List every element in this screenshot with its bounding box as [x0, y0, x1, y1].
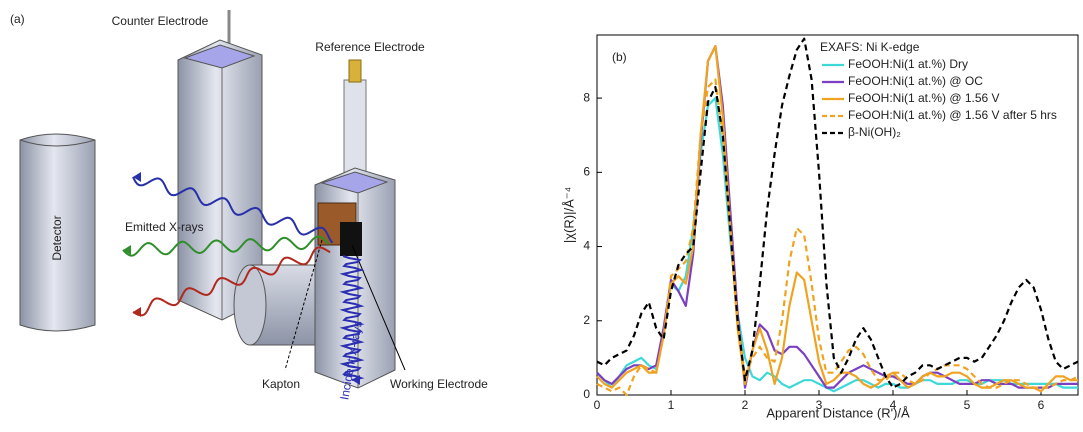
legend-label: FeOOH:Ni(1 at.%) Dry — [848, 57, 968, 71]
series-line — [596, 45, 1078, 393]
x-tick-label: 6 — [1038, 398, 1045, 412]
series-line — [596, 78, 1079, 397]
x-ray-wave — [122, 235, 330, 257]
y-tick-label: 6 — [583, 164, 590, 178]
panel-label: (a) — [10, 12, 25, 26]
x-tick-label: 1 — [668, 398, 675, 412]
reference-top — [320, 171, 389, 194]
legend-label: FeOOH:Ni(1 at.%) @ 1.56 V after 5 hrs — [848, 108, 1057, 122]
cell-diagram: (a) Detector Counter Electrode Reference… — [10, 10, 488, 401]
counter-top — [183, 44, 256, 69]
x-tick-label: 0 — [594, 398, 601, 412]
x-ray-wave — [132, 176, 334, 244]
x-tick-label: 5 — [964, 398, 971, 412]
panel-label: (b) — [612, 50, 627, 64]
plot-frame — [596, 34, 1079, 396]
x-ray-arrow — [352, 375, 360, 385]
x-ray-wave — [339, 255, 365, 381]
working-pointer — [351, 244, 406, 371]
x-ray-arrow — [133, 307, 141, 317]
legend-label: β-Ni(OH)₂ — [848, 125, 901, 139]
x-tick-label: 3 — [816, 398, 823, 412]
y-tick-label: 4 — [583, 239, 590, 253]
x-tick-label: 2 — [742, 398, 749, 412]
series-line — [596, 97, 1078, 393]
series-line — [596, 37, 1079, 389]
reference-tube — [343, 79, 367, 176]
detector-label: Detector — [50, 215, 64, 260]
legend-label: FeOOH:Ni(1 at.%) @ OC — [848, 74, 983, 88]
label: Kapton — [262, 377, 300, 391]
x-axis-label: Apparent Distance (R')/Å — [766, 405, 910, 420]
legend-label: FeOOH:Ni(1 at.%) @ 1.56 V — [848, 91, 1000, 105]
y-tick-label: 0 — [583, 387, 590, 401]
x-tick-label: 4 — [890, 398, 897, 412]
series-line — [596, 45, 1078, 389]
detector-edge — [19, 139, 96, 147]
y-tick-label: 2 — [583, 313, 590, 327]
cylinder-end — [233, 264, 267, 346]
x-ray-arrow — [133, 172, 141, 182]
y-tick-label: 8 — [583, 90, 590, 104]
working-electrode — [340, 222, 362, 256]
label: Reference Electrode — [315, 40, 425, 54]
y-axis-label: |χ(R)|/Å⁻⁴ — [561, 187, 576, 243]
x-ray-arrow — [123, 245, 131, 255]
x-ray-wave — [132, 246, 331, 317]
reference-cap — [348, 59, 362, 83]
label: Emitted X-rays — [125, 220, 204, 234]
label: Counter Electrode — [112, 14, 209, 28]
kapton-pointer — [284, 239, 323, 371]
exafs-chart: (b) Apparent Distance (R')/Å |χ(R)|/Å⁻⁴ … — [561, 34, 1079, 420]
legend-title: EXAFS: Ni K-edge — [820, 40, 920, 54]
detector — [19, 133, 96, 332]
label: Working Electrode — [390, 377, 488, 391]
